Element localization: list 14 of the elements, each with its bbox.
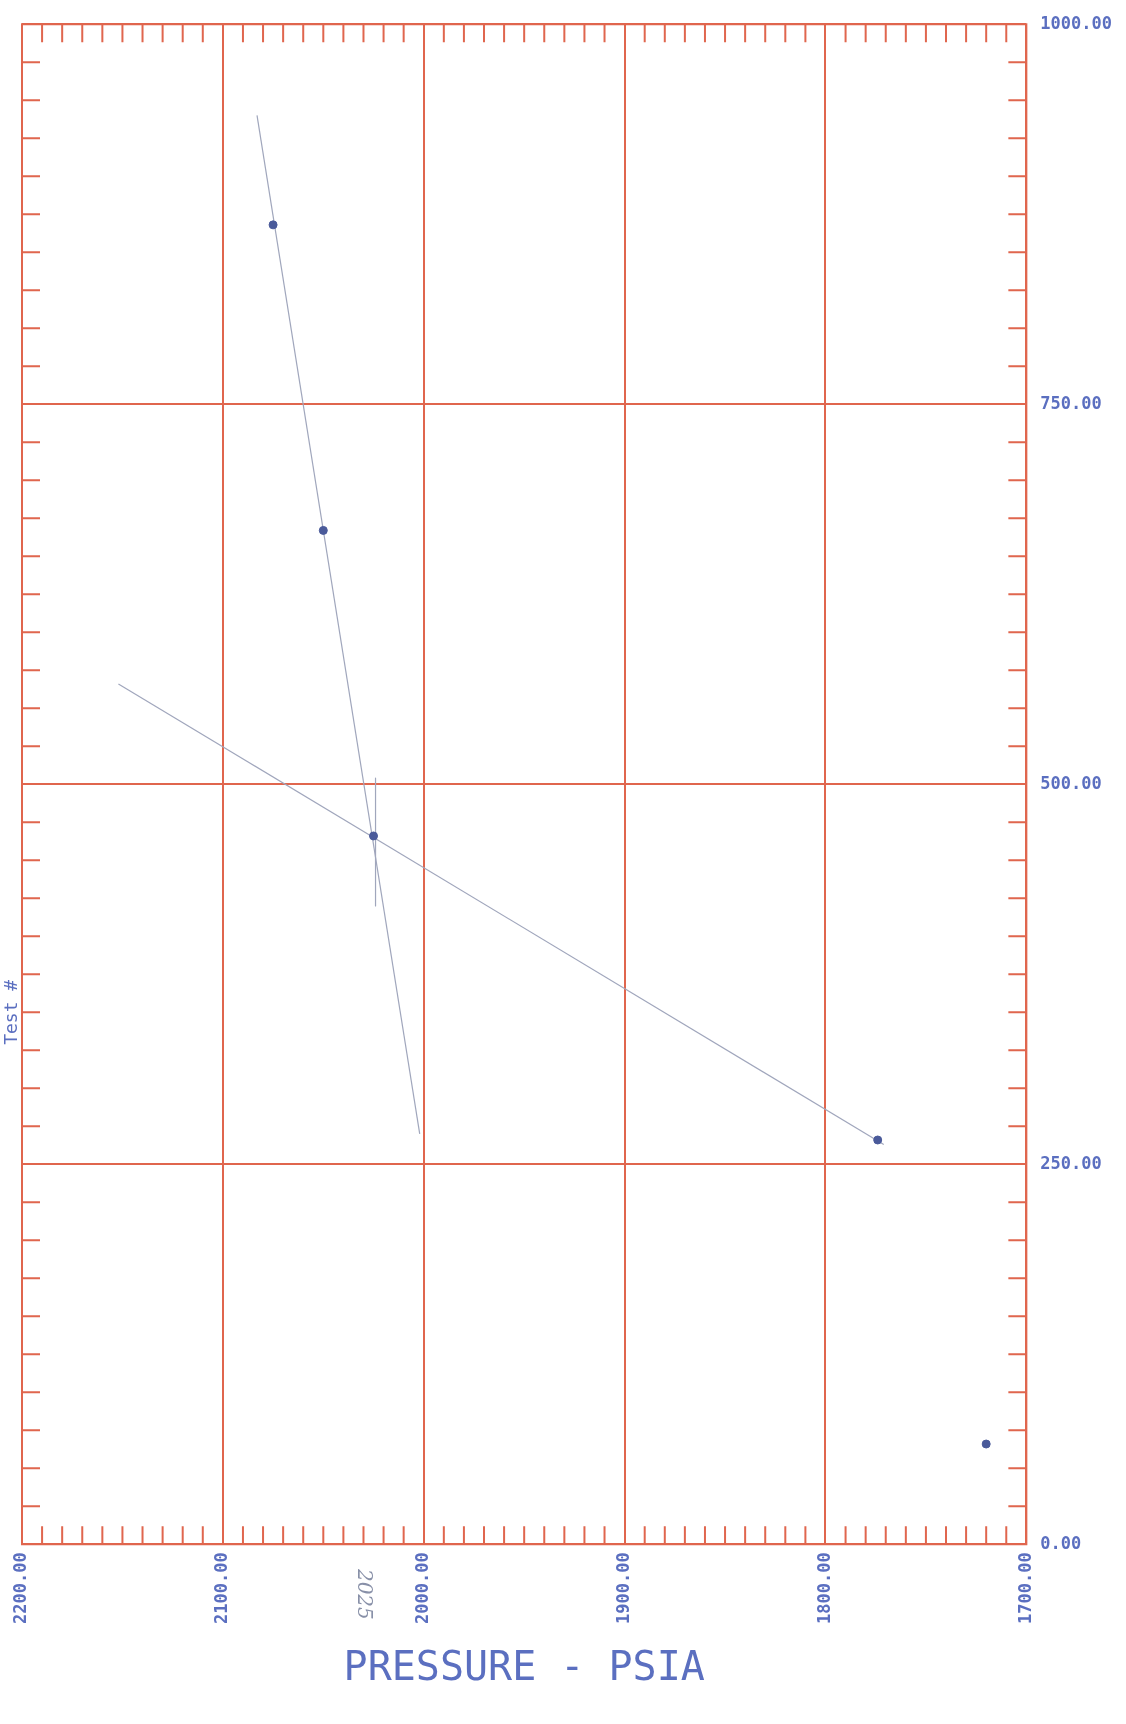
x-axis-title: PRESSURE - PSIA	[343, 1643, 705, 1690]
x-tick-label: 1700.00	[1014, 1552, 1035, 1625]
y-tick-label: 500.00	[1040, 772, 1102, 793]
y-tick-label: 0.00	[1040, 1532, 1082, 1553]
text: 2025	[353, 1567, 378, 1620]
y-axis-title: Test #	[0, 979, 21, 1045]
x-tick-label: 1800.00	[813, 1552, 834, 1625]
y-tick-label: 1000.00	[1040, 12, 1113, 33]
x-tick-label: 2000.00	[412, 1552, 433, 1625]
x-tick-label: 1900.00	[613, 1552, 634, 1625]
y-tick-label: 250.00	[1040, 1152, 1102, 1173]
x-tick-label: 2100.00	[211, 1552, 232, 1625]
y-tick-label: 750.00	[1040, 392, 1102, 413]
x-tick-label: 2200.00	[10, 1552, 31, 1625]
